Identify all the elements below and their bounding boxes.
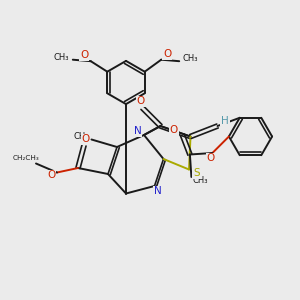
Text: O: O bbox=[137, 96, 145, 106]
Text: N: N bbox=[134, 126, 141, 136]
Text: O: O bbox=[170, 125, 178, 136]
Text: O: O bbox=[207, 153, 215, 164]
Text: CH₃: CH₃ bbox=[183, 54, 198, 63]
Text: O: O bbox=[80, 50, 88, 60]
Text: O: O bbox=[163, 49, 171, 59]
Text: O: O bbox=[47, 170, 55, 181]
Text: CH₃: CH₃ bbox=[193, 176, 208, 185]
Text: H: H bbox=[221, 116, 229, 126]
Text: CH₂CH₃: CH₂CH₃ bbox=[12, 155, 39, 161]
Text: S: S bbox=[193, 168, 200, 178]
Text: CH₃: CH₃ bbox=[73, 132, 89, 141]
Text: O: O bbox=[81, 134, 90, 145]
Text: N: N bbox=[154, 186, 162, 197]
Text: CH₃: CH₃ bbox=[54, 53, 69, 62]
